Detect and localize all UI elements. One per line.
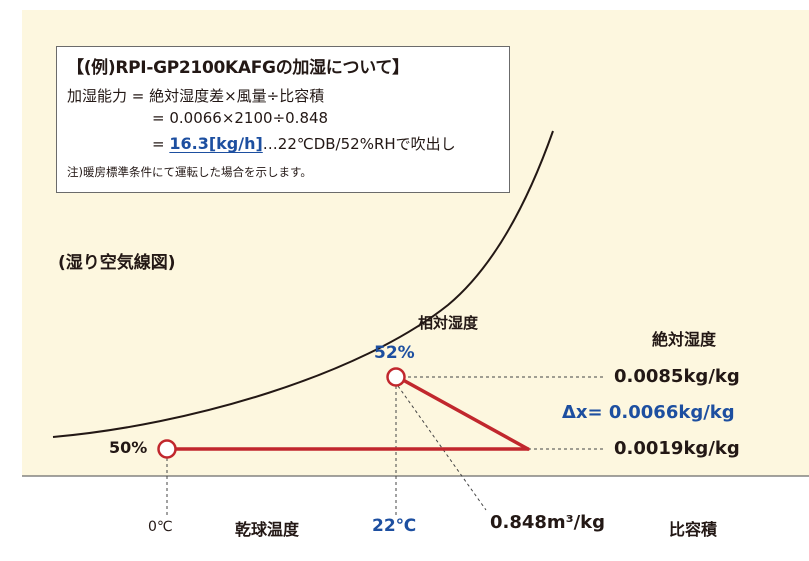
example-info-box: 【(例)RPI-GP2100KAFGの加湿について】 加湿能力 = 絶対湿度差×… [56,46,510,193]
psychrometric-chart-label: (湿り空気線図) [58,253,176,273]
info-box-title: 【(例)RPI-GP2100KAFGの加湿について】 [67,58,409,78]
outlet-rh-label: 52% [374,343,415,363]
outlet-state-point [386,367,406,387]
info-box-note: 注)暖房標準条件にて運転した場合を示します。 [67,165,312,179]
dry-bulb-temperature-label: 乾球温度 [235,520,300,539]
inlet-state-point [157,439,177,459]
specific-volume-label: 比容積 [669,520,718,539]
saturation-curve [52,130,554,438]
formula-line-3-prefix: = [152,135,170,153]
humidifying-process-line [401,378,530,451]
inlet-rh-label: 50% [109,438,148,457]
absolute-humidity-title: 絶対湿度 [652,330,717,349]
formula-line-1: 加湿能力 = 絶対湿度差×風量÷比容積 [67,87,325,105]
specific-volume-value: 0.848m³/kg [490,512,606,533]
specific-volume-guide [397,385,487,511]
outlet-temperature-label: 22℃ [372,516,417,536]
formula-line-3: = 16.3[kg/h]…22℃DB/52%RHで吹出し [67,133,456,154]
outlet-abs-humidity-label: 0.0085kg/kg [614,366,740,387]
inlet-abs-humidity-label: 0.0019kg/kg [614,438,740,459]
formula-line-2: = 0.0066×2100÷0.848 [152,109,329,127]
relative-humidity-title: 相対湿度 [418,314,479,332]
humidifying-capacity-result: 16.3[kg/h] [169,134,263,153]
formula-line-3-suffix: …22℃DB/52%RHで吹出し [262,135,456,153]
inlet-temperature-label: 0℃ [148,519,173,535]
delta-x-label: Δx= 0.0066kg/kg [562,402,735,423]
